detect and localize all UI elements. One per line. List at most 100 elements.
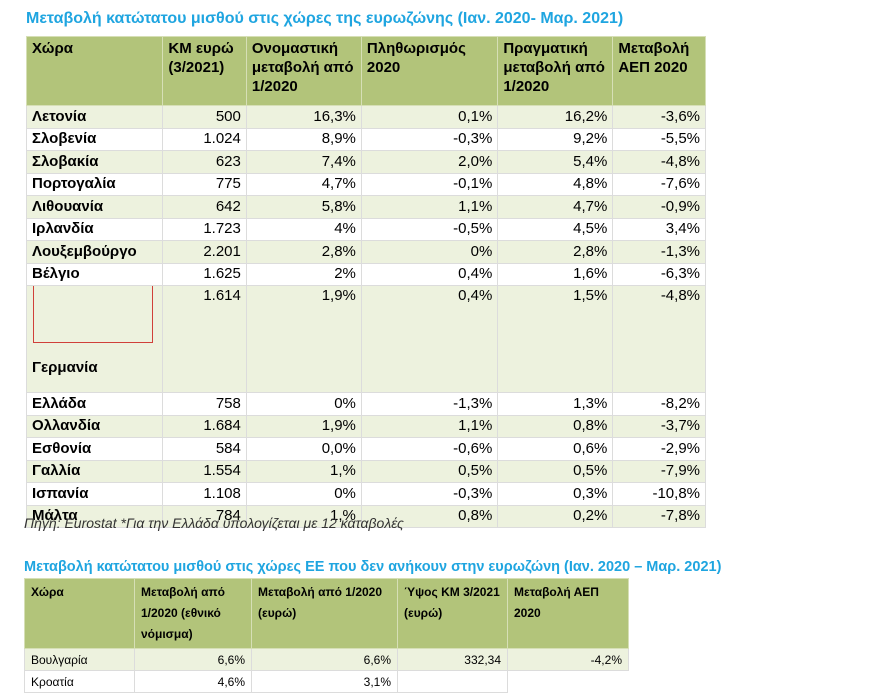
real-change-cell: 2,8% <box>497 240 614 264</box>
country-cell: Ολλανδία <box>25 414 164 438</box>
gdp-change-cell: -8,2% <box>612 392 706 416</box>
real-change-cell: 4,8% <box>497 172 614 196</box>
inflation-cell: -1,3% <box>360 392 499 416</box>
gdp-change-cell: -3,6% <box>612 105 706 129</box>
inflation-cell: 1,1% <box>360 414 499 438</box>
gdp-change-cell: -1,3% <box>612 240 706 264</box>
min-wage-cell: 784 <box>162 504 247 528</box>
gdp-change-cell: -4,8% <box>612 150 706 174</box>
real-change-cell: 1,5% <box>497 285 614 393</box>
table-row: Ολλανδία 1.684 1,9% 1,1% 0,8% -3,7% <box>25 414 706 438</box>
inflation-cell: -0,5% <box>360 217 499 241</box>
real-change-cell: 9,2% <box>497 127 614 151</box>
highlight-box <box>33 286 153 343</box>
real-change-cell: 0,3% <box>497 482 614 506</box>
change-euro-cell: 3,1% <box>251 670 398 693</box>
country-cell: Μάλτα <box>25 504 164 528</box>
table-row: Γερμανία 1.614 1,9% 0,4% 1,5% -4,8% <box>25 285 706 393</box>
nominal-change-cell: 16,3% <box>245 105 362 129</box>
inflation-cell: -0,1% <box>360 172 499 196</box>
table-row: Γαλλία 1.554 1,% 0,5% 0,5% -7,9% <box>25 459 706 483</box>
change-national-cell: 6,6% <box>134 648 252 671</box>
country-cell: Λιθουανία <box>25 195 164 219</box>
min-wage-cell: 1.684 <box>162 414 247 438</box>
country-cell: Λετονία <box>25 105 164 129</box>
nominal-change-cell: 1,9% <box>245 414 362 438</box>
min-wage-cell: 642 <box>162 195 247 219</box>
min-wage-cell: 1.024 <box>162 127 247 151</box>
nominal-change-cell: 4% <box>245 217 362 241</box>
country-cell: Ιρλανδία <box>25 217 164 241</box>
gdp-change-cell: -7,8% <box>612 504 706 528</box>
nominal-change-cell: 4,7% <box>245 172 362 196</box>
table-row: Σλοβακία 623 7,4% 2,0% 5,4% -4,8% <box>25 150 706 174</box>
gdp-change-cell: -7,6% <box>612 172 706 196</box>
gdp-change-cell: -10,8% <box>612 482 706 506</box>
nominal-change-cell: 7,4% <box>245 150 362 174</box>
country-cell: Βουλγαρία <box>24 648 135 671</box>
real-change-cell: 16,2% <box>497 105 614 129</box>
country-cell: Σλοβενία <box>25 127 164 151</box>
inflation-cell: -0,3% <box>360 127 499 151</box>
table-row: Κροατία 4,6% 3,1% <box>24 670 629 693</box>
country-cell: Ισπανία <box>25 482 164 506</box>
gdp-change-cell: -2,9% <box>612 437 706 461</box>
inflation-cell: -0,6% <box>360 437 499 461</box>
min-wage-cell: 584 <box>162 437 247 461</box>
min-wage-cell: 1.108 <box>162 482 247 506</box>
min-wage-cell: 500 <box>162 105 247 129</box>
min-wage-cell: 1.723 <box>162 217 247 241</box>
real-change-cell: 4,7% <box>497 195 614 219</box>
min-wage-cell: 332,34 <box>397 648 508 671</box>
header-real-change: Πραγματική μεταβολή από 1/2020 <box>497 36 614 106</box>
table1-title: Μεταβολή κατώτατου μισθού στις χώρες της… <box>26 10 624 27</box>
non-eurozone-minimum-wage-table: Χώρα Μεταβολή από 1/2020 (εθνικό νόμισμα… <box>24 578 629 693</box>
inflation-cell: -0,3% <box>360 482 499 506</box>
table-row: Ελλάδα 758 0% -1,3% 1,3% -8,2% <box>25 392 706 416</box>
inflation-cell: 0,1% <box>360 105 499 129</box>
min-wage-cell: 1.625 <box>162 262 247 286</box>
real-change-cell: 0,8% <box>497 414 614 438</box>
real-change-cell: 1,6% <box>497 262 614 286</box>
header-min-wage-level: Ύψος ΚΜ 3/2021 (ευρώ) <box>397 578 508 649</box>
table-row: Βέλγιο 1.625 2% 0,4% 1,6% -6,3% <box>25 262 706 286</box>
real-change-cell: 4,5% <box>497 217 614 241</box>
gdp-change-cell: -7,9% <box>612 459 706 483</box>
nominal-change-cell: 0% <box>245 392 362 416</box>
table-row: Σλοβενία 1.024 8,9% -0,3% 9,2% -5,5% <box>25 127 706 151</box>
real-change-cell: 0,2% <box>497 504 614 528</box>
country-cell: Εσθονία <box>25 437 164 461</box>
nominal-change-cell: 2,8% <box>245 240 362 264</box>
inflation-cell: 0,4% <box>360 285 499 393</box>
table-header-row: Χώρα Μεταβολή από 1/2020 (εθνικό νόμισμα… <box>24 578 629 649</box>
min-wage-cell: 623 <box>162 150 247 174</box>
header-change-national-currency: Μεταβολή από 1/2020 (εθνικό νόμισμα) <box>134 578 252 649</box>
real-change-cell: 0,5% <box>497 459 614 483</box>
country-cell: Πορτογαλία <box>25 172 164 196</box>
table-row: Ισπανία 1.108 0% -0,3% 0,3% -10,8% <box>25 482 706 506</box>
country-cell: Βέλγιο <box>25 262 164 286</box>
min-wage-cell <box>397 670 508 693</box>
real-change-cell: 0,6% <box>497 437 614 461</box>
source-note: Πηγή: Eurostat *Για την Ελλάδα υπολογίζε… <box>24 515 404 531</box>
header-change-euro: Μεταβολή από 1/2020 (ευρώ) <box>251 578 398 649</box>
table-header-row: Χώρα ΚΜ ευρώ (3/2021) Ονομαστική μεταβολ… <box>25 36 706 106</box>
nominal-change-cell: 2% <box>245 262 362 286</box>
nominal-change-cell: 1,% <box>245 459 362 483</box>
table-row: Πορτογαλία 775 4,7% -0,1% 4,8% -7,6% <box>25 172 706 196</box>
header-country: Χώρα <box>25 36 164 106</box>
country-cell: Σλοβακία <box>25 150 164 174</box>
change-national-cell: 4,6% <box>134 670 252 693</box>
inflation-cell: 0,8% <box>360 504 499 528</box>
inflation-cell: 2,0% <box>360 150 499 174</box>
gdp-change-cell: -4,2% <box>507 648 629 671</box>
gdp-change-cell: -3,7% <box>612 414 706 438</box>
nominal-change-cell: 1,% <box>245 504 362 528</box>
gdp-change-cell: 3,4% <box>612 217 706 241</box>
header-nominal-change: Ονομαστική μεταβολή από 1/2020 <box>245 36 362 106</box>
real-change-cell: 1,3% <box>497 392 614 416</box>
nominal-change-cell: 5,8% <box>245 195 362 219</box>
inflation-cell: 0,5% <box>360 459 499 483</box>
header-gdp-change: Μεταβολή ΑΕΠ 2020 <box>507 578 629 649</box>
header-inflation: Πληθωρισμός 2020 <box>360 36 499 106</box>
